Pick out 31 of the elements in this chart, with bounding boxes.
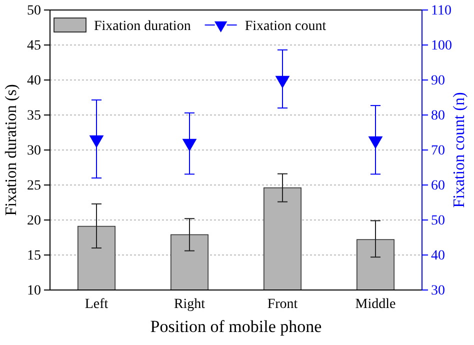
y-tick-label: 25	[27, 178, 41, 194]
y-tick-label: 15	[27, 248, 41, 264]
x-tick-label: Front	[267, 296, 298, 312]
x-tick-label: Right	[174, 296, 206, 312]
y2-tick-label: 80	[431, 108, 445, 124]
y-tick-label: 40	[27, 73, 41, 88]
y2-axis-title: Fixation count (n)	[451, 92, 468, 208]
x-tick-label: Middle	[355, 296, 396, 312]
x-tick-label: Left	[84, 296, 108, 312]
y2-tick-label: 110	[431, 3, 452, 18]
y-tick-label: 35	[27, 108, 41, 124]
point	[275, 76, 290, 88]
y-tick-label: 20	[27, 213, 41, 228]
y-tick-label: 50	[27, 3, 41, 18]
x-axis-title: Position of mobile phone	[150, 317, 322, 336]
y2-tick-label: 100	[431, 38, 452, 54]
y-tick-label: 45	[27, 38, 41, 54]
point	[182, 138, 197, 152]
y-axis-title: Fixation duration (s)	[3, 84, 20, 216]
y-tick-label: 10	[27, 283, 41, 298]
y2-tick-label: 40	[431, 248, 445, 264]
y2-tick-label: 50	[431, 213, 445, 228]
legend-label: Fixation duration	[94, 19, 191, 34]
y-tick-label: 30	[27, 143, 41, 158]
y2-tick-label: 70	[431, 143, 445, 158]
y2-tick-label: 60	[431, 178, 445, 194]
y2-tick-label: 30	[431, 283, 445, 298]
legend-label: Fixation count	[244, 19, 326, 34]
point	[368, 136, 383, 149]
y2-tick-label: 90	[431, 73, 445, 88]
point	[89, 135, 104, 148]
